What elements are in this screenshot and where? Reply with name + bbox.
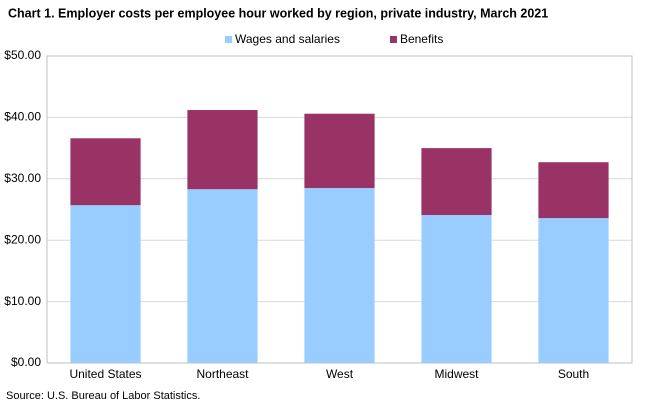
y-tick-label: $30.00	[4, 171, 41, 185]
x-tick-label: Northeast	[196, 367, 249, 381]
y-tick-label: $20.00	[4, 232, 41, 246]
x-tick-label: United States	[69, 367, 141, 381]
x-tick-label: South	[558, 367, 589, 381]
bar-segment	[187, 110, 258, 190]
bar-segment	[70, 205, 141, 363]
bar-segment	[187, 189, 258, 363]
bar-segment	[538, 162, 609, 219]
bar-segment	[304, 188, 375, 363]
y-tick-label: $50.00	[4, 48, 41, 62]
source-note: Source: U.S. Bureau of Labor Statistics.	[6, 390, 200, 402]
bar-segment	[304, 113, 375, 189]
legend-label: Benefits	[400, 32, 443, 46]
bar-segment	[421, 148, 492, 216]
y-tick-label: $0.00	[11, 355, 41, 369]
x-tick-label: Midwest	[434, 367, 479, 381]
legend-swatch	[389, 36, 397, 43]
bar-segment	[421, 215, 492, 363]
legend-swatch	[225, 36, 232, 43]
bar-segment	[538, 218, 609, 363]
legend-label: Wages and salaries	[235, 32, 340, 46]
x-tick-label: West	[326, 367, 354, 381]
y-tick-label: $10.00	[4, 294, 41, 308]
y-tick-label: $40.00	[4, 110, 41, 124]
bar-segment	[70, 138, 141, 206]
chart-title: Chart 1. Employer costs per employee hou…	[8, 6, 548, 20]
